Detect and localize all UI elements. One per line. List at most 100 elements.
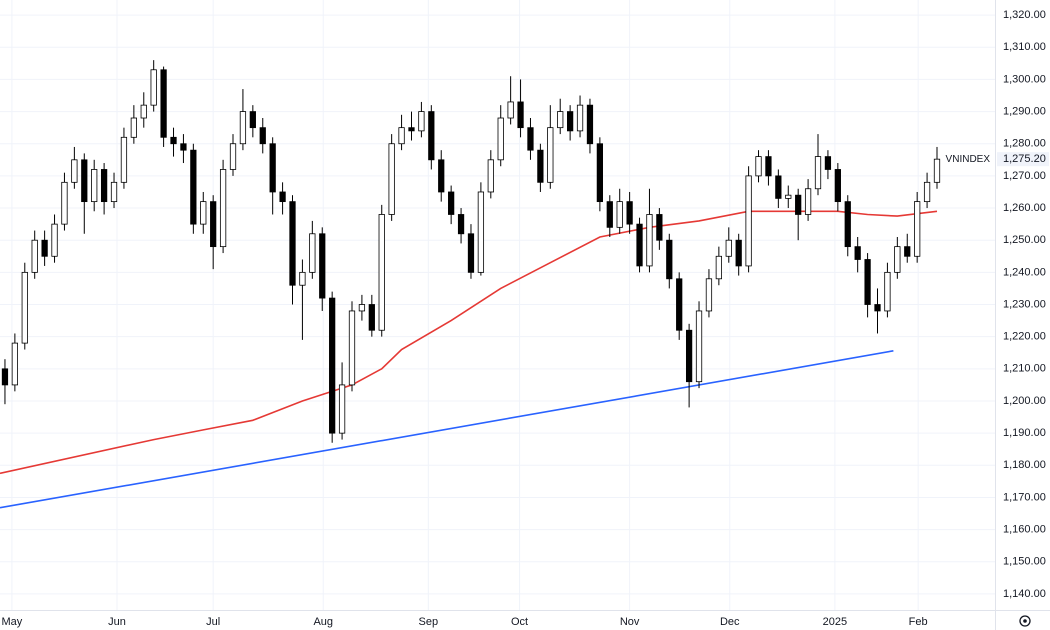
candle-body: [180, 143, 187, 151]
candle-body: [210, 201, 217, 248]
candle-body: [150, 69, 157, 106]
candle-body: [358, 304, 366, 312]
y-tick-label: 1,220.00: [1003, 331, 1046, 343]
candle-body: [666, 239, 673, 280]
candle-body: [31, 239, 38, 273]
y-tick-label: 1,150.00: [1003, 556, 1046, 568]
candle-body: [289, 201, 296, 286]
y-tick-label: 1,320.00: [1003, 9, 1046, 21]
y-tick-label: 1,260.00: [1003, 202, 1046, 214]
candle-body: [596, 143, 604, 203]
candle-body: [676, 278, 683, 331]
x-tick-label: Nov: [620, 616, 640, 628]
candle-body: [41, 239, 48, 257]
x-tick-label: Sep: [419, 616, 439, 628]
candle-body: [725, 239, 732, 257]
y-tick-label: 1,310.00: [1003, 41, 1046, 53]
y-tick-label: 1,230.00: [1003, 298, 1046, 310]
candle-body: [745, 175, 752, 267]
candle-body: [804, 188, 812, 215]
candle-body: [636, 223, 643, 267]
candle-body: [249, 111, 256, 129]
axis-layer: 1,140.00 1,150.00 1,160.00 1,170.00 1,180.00…: [2, 9, 1049, 628]
candle-body: [616, 201, 623, 228]
candle-body: [914, 201, 921, 257]
candle-body: [537, 149, 544, 183]
candle-body: [110, 181, 118, 203]
candle-body: [11, 342, 18, 386]
candle-body: [309, 233, 316, 273]
plot-layer: [0, 60, 941, 509]
candle-body: [418, 111, 425, 132]
candle-body: [100, 169, 108, 203]
candle-body: [368, 304, 375, 331]
candle-body: [170, 136, 177, 145]
candle-body: [120, 136, 128, 183]
candle-body: [329, 297, 336, 434]
candle-body: [477, 191, 485, 273]
candle-body: [457, 214, 465, 235]
candle-body: [130, 117, 137, 138]
candle-body: [735, 239, 742, 267]
candle-body: [408, 127, 415, 132]
candle-body: [824, 156, 832, 170]
candle-body: [81, 159, 88, 203]
candle-body: [51, 223, 58, 257]
x-tick-label: Jun: [108, 616, 126, 628]
candle-body: [606, 201, 613, 228]
x-tick-label: Dec: [720, 616, 740, 628]
candle-body: [140, 104, 147, 119]
y-tick-label: 1,140.00: [1003, 588, 1046, 600]
candle-body: [467, 233, 475, 273]
candle-body: [259, 127, 266, 145]
candle-body: [755, 156, 762, 177]
candle-body: [874, 304, 881, 312]
x-tick-label: Jul: [206, 616, 220, 628]
overlay-line: [0, 210, 938, 475]
y-tick-label: 1,190.00: [1003, 427, 1046, 439]
candle-body: [765, 156, 772, 177]
candle-body: [229, 143, 237, 170]
candle-body: [517, 101, 524, 129]
y-tick-label: 1,160.00: [1003, 524, 1046, 536]
settings-icon[interactable]: [1019, 615, 1031, 627]
candle-body: [834, 169, 841, 203]
candle-body: [844, 201, 851, 248]
candle-body: [933, 158, 941, 183]
candle-body: [438, 159, 445, 193]
candle-body: [200, 201, 207, 225]
candle-body: [269, 143, 276, 193]
x-tick-label: Feb: [909, 616, 928, 628]
candle-body: [378, 214, 385, 331]
candle-body: [695, 310, 703, 383]
candle-body: [428, 111, 435, 161]
x-tick-label: May: [2, 616, 23, 628]
y-tick-label: 1,300.00: [1003, 73, 1046, 85]
candle-body: [299, 271, 306, 286]
candle-body: [557, 111, 564, 129]
y-tick-label: 1,270.00: [1003, 170, 1046, 182]
y-tick-label: 1,180.00: [1003, 459, 1046, 471]
candle-body: [785, 194, 792, 199]
y-tick-label: 1,290.00: [1003, 105, 1046, 117]
candle-body: [626, 201, 633, 225]
y-tick-label: 1,280.00: [1003, 138, 1046, 150]
candle-body: [319, 233, 326, 299]
candle-body: [685, 329, 693, 383]
y-tick-label: 1,170.00: [1003, 491, 1046, 503]
candle-body: [814, 156, 822, 190]
y-tick-label: 1,240.00: [1003, 266, 1046, 278]
candle-body: [91, 169, 98, 203]
candle-body: [487, 159, 494, 193]
candle-body: [884, 271, 891, 312]
candle-body: [338, 384, 346, 434]
series-name-label: VNINDEX: [946, 154, 991, 165]
candle-body: [398, 127, 405, 145]
y-tick-label: 1,200.00: [1003, 395, 1046, 407]
candle-body: [705, 278, 713, 312]
candle-body: [923, 181, 931, 203]
candle-body: [646, 214, 653, 267]
candle-body: [656, 214, 663, 241]
candle-body: [239, 111, 247, 145]
candle-body: [388, 143, 395, 215]
